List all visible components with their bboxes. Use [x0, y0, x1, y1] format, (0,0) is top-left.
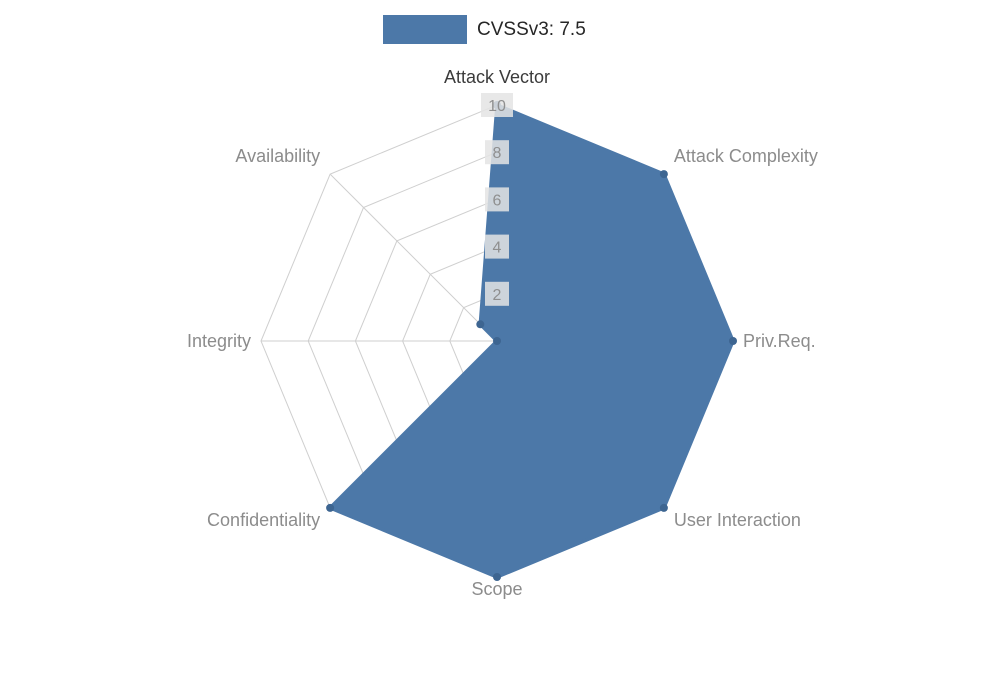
- axis-label-availability: Availability: [235, 146, 320, 166]
- axis-label-user-interaction: User Interaction: [674, 510, 801, 530]
- axis-label-confidentiality: Confidentiality: [207, 510, 320, 530]
- legend-item-cvssv3[interactable]: CVSSv3: 7.5: [383, 15, 586, 44]
- series-point: [729, 337, 737, 345]
- tick-label-bg: [485, 187, 509, 212]
- series-point: [493, 337, 501, 345]
- tick-label-bg: [485, 234, 509, 259]
- tick-label: 4: [493, 240, 502, 257]
- series-point: [659, 503, 668, 512]
- tick-label-bg: [485, 140, 509, 165]
- tick-label-bg: [485, 281, 509, 306]
- axis-label-priv-req: Priv.Req.: [743, 331, 816, 351]
- series-point: [493, 573, 501, 581]
- axis-label-attack-vector: Attack Vector: [444, 67, 550, 87]
- tick-label: 2: [493, 287, 502, 304]
- series-point: [659, 170, 668, 179]
- tick-label-bg: [481, 93, 513, 117]
- axis-label-scope: Scope: [471, 579, 522, 599]
- tick-label: 10: [488, 98, 506, 115]
- axis-spoke: [329, 173, 498, 342]
- series-point: [476, 320, 485, 329]
- series-point: [326, 503, 335, 512]
- axis-label-integrity: Integrity: [187, 331, 251, 351]
- tick-label: 6: [493, 192, 502, 209]
- legend-swatch: [383, 15, 467, 44]
- tick-label: 8: [493, 145, 502, 162]
- legend-label: CVSSv3: 7.5: [477, 18, 586, 40]
- axis-label-attack-complexity: Attack Complexity: [674, 146, 818, 166]
